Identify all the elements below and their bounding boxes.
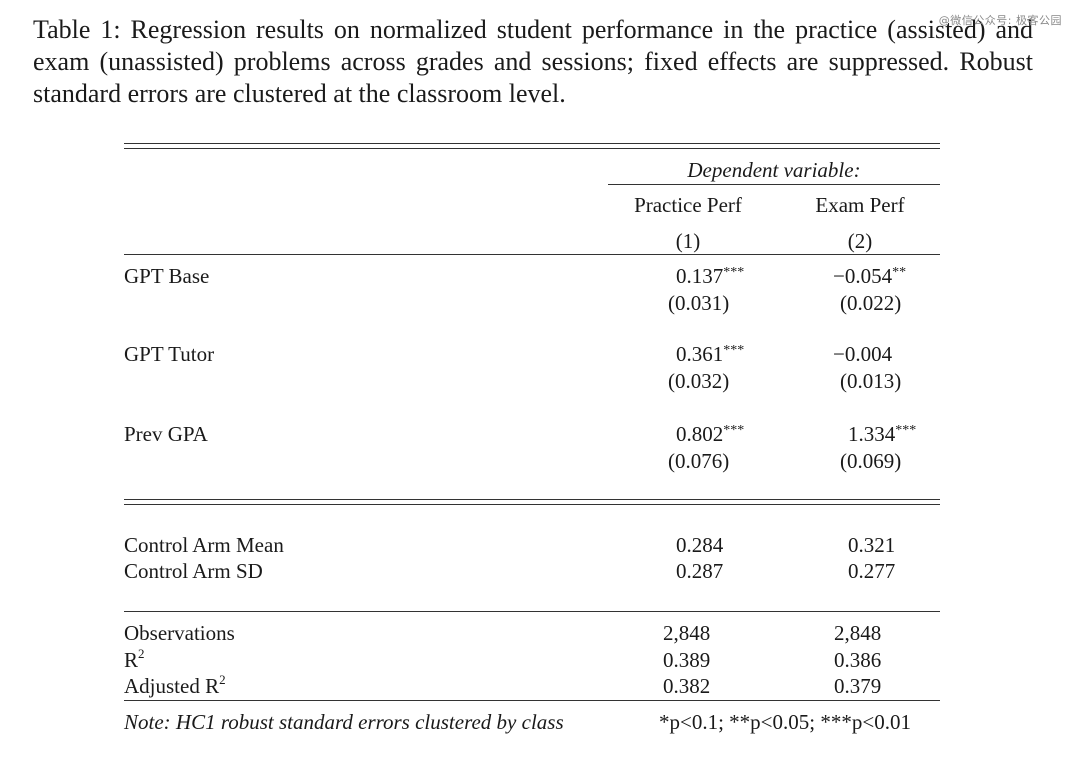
row-label-control-mean: Control Arm Mean [124, 533, 284, 557]
control-value-cell: 0.277 [848, 559, 896, 583]
standard-error-cell: (0.076) [668, 449, 730, 473]
coefficient-cell: 1.334*** [848, 422, 917, 446]
coefficient-cell: 0.802*** [676, 422, 745, 446]
row-label-gpt-tutor: GPT Tutor [124, 342, 215, 366]
coefficient-cell: 0.361*** [676, 342, 745, 366]
coefficient-cell: −0.004 [833, 342, 893, 366]
coefficient-cell: 0.137*** [676, 264, 745, 288]
coefficient-cell: −0.054** [833, 264, 907, 288]
row-label-r-squared: R2 [124, 646, 145, 672]
control-value-cell: 0.287 [676, 559, 724, 583]
watermark: @微信公众号: 极客公园 [938, 14, 1062, 27]
stat-value-cell: 0.386 [834, 648, 882, 672]
standard-error-cell: (0.032) [668, 369, 730, 393]
middle-rule-2 [124, 504, 940, 505]
standard-error-cell: (0.013) [840, 369, 902, 393]
column-header-2: Exam Perf [815, 193, 905, 217]
significance-legend: *p<0.1; **p<0.05; ***p<0.01 [659, 710, 911, 734]
row-label-observations: Observations [124, 621, 235, 645]
stat-value-cell: 2,848 [663, 621, 711, 645]
top-rule-2 [124, 148, 940, 149]
column-header-1: Practice Perf [634, 193, 742, 217]
middle-rule [124, 499, 940, 500]
standard-error-cell: (0.022) [840, 291, 902, 315]
table-note: Note: HC1 robust standard errors cluster… [124, 710, 564, 734]
top-rule [124, 143, 940, 144]
row-label-adjusted-r-squared: Adjusted R2 [124, 672, 226, 698]
stats-rule [124, 611, 940, 612]
stat-value-cell: 0.379 [834, 674, 882, 698]
row-label-control-sd: Control Arm SD [124, 559, 263, 583]
dependent-variable-rule [608, 184, 940, 185]
row-label-gpt-base: GPT Base [124, 264, 210, 288]
stat-value-cell: 2,848 [834, 621, 882, 645]
row-label-prev-gpa: Prev GPA [124, 422, 208, 446]
column-number-2: (2) [847, 229, 873, 253]
standard-error-cell: (0.031) [668, 291, 730, 315]
standard-error-cell: (0.069) [840, 449, 902, 473]
table-caption: Table 1: Regression results on normalize… [33, 15, 1033, 108]
control-value-cell: 0.321 [848, 533, 896, 557]
bottom-rule [124, 700, 940, 701]
header-rule [124, 254, 940, 255]
control-value-cell: 0.284 [676, 533, 724, 557]
stat-value-cell: 0.389 [663, 648, 711, 672]
stat-value-cell: 0.382 [663, 674, 711, 698]
dependent-variable-header: Dependent variable: [687, 158, 861, 182]
column-number-1: (1) [675, 229, 701, 253]
